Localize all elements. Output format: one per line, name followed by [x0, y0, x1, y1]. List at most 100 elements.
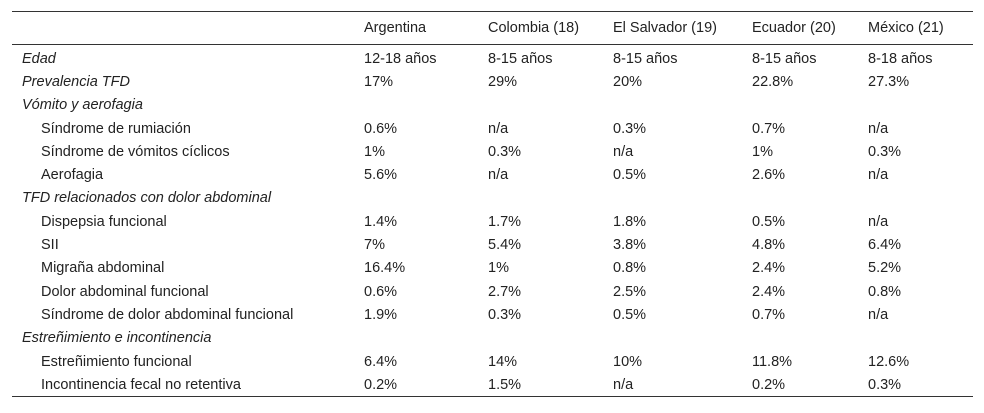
- header-el-salvador: El Salvador (19): [613, 20, 717, 36]
- cell: 0.5%: [752, 213, 786, 230]
- cell: 1.9%: [364, 306, 398, 323]
- cell: 1%: [364, 143, 385, 160]
- table-row: Síndrome de dolor abdominal funcional 1.…: [12, 303, 973, 326]
- table-row: Dispepsia funcional 1.4% 1.7% 1.8% 0.5% …: [12, 210, 973, 233]
- cell: 6.4%: [364, 353, 398, 370]
- table-row: Incontinencia fecal no retentiva 0.2% 1.…: [12, 373, 973, 397]
- cell: 4.8%: [752, 237, 786, 254]
- header-argentina: Argentina: [364, 20, 427, 36]
- table-row: Estreñimiento funcional 6.4% 14% 10% 11.…: [12, 350, 973, 373]
- row-label: Dolor abdominal funcional: [41, 283, 209, 300]
- header-colombia: Colombia (18): [488, 20, 580, 36]
- cell: 29%: [488, 73, 518, 90]
- row-label: SII: [41, 237, 59, 254]
- row-label: Incontinencia fecal no retentiva: [41, 376, 241, 393]
- cell: [481, 94, 606, 117]
- cell: [357, 187, 481, 210]
- cell: 2.5%: [613, 283, 647, 300]
- cell: 0.8%: [613, 260, 647, 277]
- cell: [745, 187, 861, 210]
- cell: n/a: [488, 167, 509, 184]
- cell: 5.2%: [868, 260, 902, 277]
- cell: 12.6%: [868, 353, 910, 370]
- cell: 8-15 años: [613, 50, 678, 67]
- row-label: Estreñimiento funcional: [41, 353, 192, 370]
- table-row: Síndrome de vómitos cíclicos 1% 0.3% n/a…: [12, 140, 973, 163]
- prevalence-table: Argentina Colombia (18) El Salvador (19)…: [12, 11, 973, 397]
- cell: 0.2%: [752, 376, 786, 393]
- header-ecuador: Ecuador (20): [752, 20, 836, 36]
- cell: [861, 187, 973, 210]
- header-label-empty: [12, 12, 357, 45]
- cell: n/a: [868, 213, 889, 230]
- table-header: Argentina Colombia (18) El Salvador (19)…: [12, 11, 973, 45]
- cell: 0.3%: [868, 376, 902, 393]
- cell: 14%: [488, 353, 518, 370]
- row-label: Dispepsia funcional: [41, 213, 167, 230]
- cell: 0.6%: [364, 283, 398, 300]
- cell: 7%: [364, 237, 385, 254]
- cell: n/a: [613, 143, 634, 160]
- row-label: Síndrome de dolor abdominal funcional: [41, 306, 294, 323]
- section-label: Estreñimiento e incontinencia: [22, 330, 212, 347]
- row-label: Síndrome de rumiación: [41, 120, 191, 137]
- cell: 6.4%: [868, 237, 902, 254]
- cell: [357, 327, 481, 350]
- cell: [606, 187, 745, 210]
- cell: 12-18 años: [364, 50, 437, 67]
- cell: 10%: [613, 353, 643, 370]
- cell: [481, 327, 606, 350]
- cell: 1.7%: [488, 213, 522, 230]
- section-row: Vómito y aerofagia: [12, 94, 973, 117]
- cell: 5.6%: [364, 167, 398, 184]
- cell: 0.8%: [868, 283, 902, 300]
- section-label: Vómito y aerofagia: [22, 97, 143, 114]
- cell: [357, 94, 481, 117]
- cell: [861, 327, 973, 350]
- cell: n/a: [868, 120, 889, 137]
- cell: [481, 187, 606, 210]
- cell: 8-18 años: [868, 50, 933, 67]
- row-label: Edad: [22, 50, 56, 67]
- cell: 0.3%: [868, 143, 902, 160]
- cell: 0.3%: [488, 143, 522, 160]
- header-row: Argentina Colombia (18) El Salvador (19)…: [12, 11, 973, 45]
- cell: 22.8%: [752, 73, 794, 90]
- section-label: TFD relacionados con dolor abdominal: [22, 190, 272, 207]
- cell: 0.5%: [613, 306, 647, 323]
- cell: 0.3%: [613, 120, 647, 137]
- cell: 17%: [364, 73, 394, 90]
- cell: 2.4%: [752, 283, 786, 300]
- row-label: Síndrome de vómitos cíclicos: [41, 143, 230, 160]
- table-row: SII 7% 5.4% 3.8% 4.8% 6.4%: [12, 233, 973, 256]
- table-row: Dolor abdominal funcional 0.6% 2.7% 2.5%…: [12, 280, 973, 303]
- cell: [606, 94, 745, 117]
- cell: n/a: [868, 167, 889, 184]
- cell: 20%: [613, 73, 643, 90]
- cell: 1.4%: [364, 213, 398, 230]
- row-label: Aerofagia: [41, 167, 104, 184]
- cell: 0.7%: [752, 306, 786, 323]
- table-container: Argentina Colombia (18) El Salvador (19)…: [12, 11, 973, 397]
- cell: 2.6%: [752, 167, 786, 184]
- cell: 0.2%: [364, 376, 398, 393]
- cell: [606, 327, 745, 350]
- cell: 0.7%: [752, 120, 786, 137]
- cell: 27.3%: [868, 73, 910, 90]
- cell: 5.4%: [488, 237, 522, 254]
- table-row: Aerofagia 5.6% n/a 0.5% 2.6% n/a: [12, 163, 973, 186]
- table-body: Edad 12-18 años 8-15 años 8-15 años 8-15…: [12, 45, 973, 397]
- section-row: Estreñimiento e incontinencia: [12, 327, 973, 350]
- cell: [745, 327, 861, 350]
- cell: n/a: [613, 376, 634, 393]
- header-mexico: México (21): [868, 20, 944, 36]
- cell: 3.8%: [613, 237, 647, 254]
- row-label: Prevalencia TFD: [22, 73, 130, 90]
- cell: 2.4%: [752, 260, 786, 277]
- table-row: Edad 12-18 años 8-15 años 8-15 años 8-15…: [12, 45, 973, 71]
- cell: 8-15 años: [752, 50, 817, 67]
- section-row: TFD relacionados con dolor abdominal: [12, 187, 973, 210]
- cell: 1%: [752, 143, 773, 160]
- cell: 11.8%: [752, 353, 793, 370]
- cell: [745, 94, 861, 117]
